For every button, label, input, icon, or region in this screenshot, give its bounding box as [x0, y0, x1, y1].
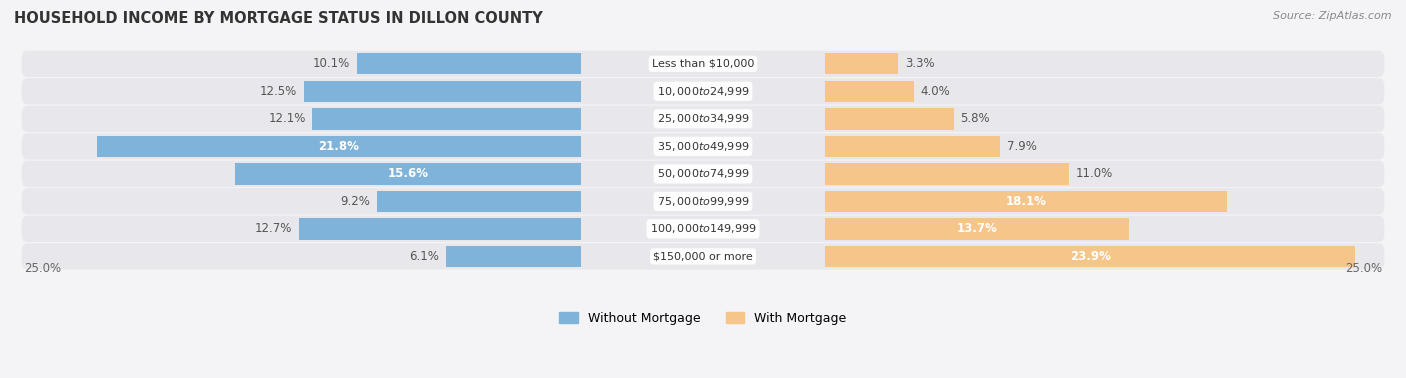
Text: $100,000 to $149,999: $100,000 to $149,999: [650, 222, 756, 235]
Text: 23.9%: 23.9%: [1070, 250, 1111, 263]
Text: $150,000 or more: $150,000 or more: [654, 251, 752, 262]
Bar: [304, 81, 581, 102]
Bar: [825, 163, 1069, 184]
Text: $25,000 to $34,999: $25,000 to $34,999: [657, 112, 749, 125]
Text: 15.6%: 15.6%: [387, 167, 429, 180]
Text: $35,000 to $49,999: $35,000 to $49,999: [657, 140, 749, 153]
Text: 4.0%: 4.0%: [921, 85, 950, 98]
Text: 25.0%: 25.0%: [24, 262, 60, 275]
Text: 3.3%: 3.3%: [905, 57, 935, 70]
Bar: [825, 108, 953, 130]
Text: $75,000 to $99,999: $75,000 to $99,999: [657, 195, 749, 208]
Text: $10,000 to $24,999: $10,000 to $24,999: [657, 85, 749, 98]
Text: 12.5%: 12.5%: [260, 85, 297, 98]
Bar: [299, 218, 581, 240]
Bar: [377, 191, 581, 212]
Text: 5.8%: 5.8%: [960, 112, 990, 125]
Bar: [825, 53, 898, 74]
Bar: [825, 136, 1001, 157]
Bar: [825, 81, 914, 102]
Text: 12.7%: 12.7%: [254, 222, 292, 235]
Text: HOUSEHOLD INCOME BY MORTGAGE STATUS IN DILLON COUNTY: HOUSEHOLD INCOME BY MORTGAGE STATUS IN D…: [14, 11, 543, 26]
Text: 18.1%: 18.1%: [1005, 195, 1046, 208]
Text: Less than $10,000: Less than $10,000: [652, 59, 754, 69]
Text: 6.1%: 6.1%: [409, 250, 439, 263]
Text: 11.0%: 11.0%: [1076, 167, 1114, 180]
Text: 7.9%: 7.9%: [1007, 140, 1038, 153]
Bar: [825, 218, 1129, 240]
FancyBboxPatch shape: [21, 161, 1385, 187]
Bar: [235, 163, 581, 184]
Bar: [446, 246, 581, 267]
Bar: [357, 53, 581, 74]
Text: $50,000 to $74,999: $50,000 to $74,999: [657, 167, 749, 180]
FancyBboxPatch shape: [21, 243, 1385, 270]
Text: 13.7%: 13.7%: [956, 222, 997, 235]
FancyBboxPatch shape: [21, 51, 1385, 77]
FancyBboxPatch shape: [21, 216, 1385, 242]
Text: 9.2%: 9.2%: [340, 195, 370, 208]
FancyBboxPatch shape: [21, 133, 1385, 160]
FancyBboxPatch shape: [21, 188, 1385, 214]
Text: 10.1%: 10.1%: [314, 57, 350, 70]
Text: 21.8%: 21.8%: [319, 140, 360, 153]
Text: 12.1%: 12.1%: [269, 112, 305, 125]
FancyBboxPatch shape: [21, 106, 1385, 132]
Text: 25.0%: 25.0%: [1346, 262, 1382, 275]
Bar: [825, 246, 1355, 267]
Bar: [825, 191, 1227, 212]
Bar: [97, 136, 581, 157]
Text: Source: ZipAtlas.com: Source: ZipAtlas.com: [1274, 11, 1392, 21]
Bar: [312, 108, 581, 130]
FancyBboxPatch shape: [21, 78, 1385, 104]
Legend: Without Mortgage, With Mortgage: Without Mortgage, With Mortgage: [560, 312, 846, 325]
